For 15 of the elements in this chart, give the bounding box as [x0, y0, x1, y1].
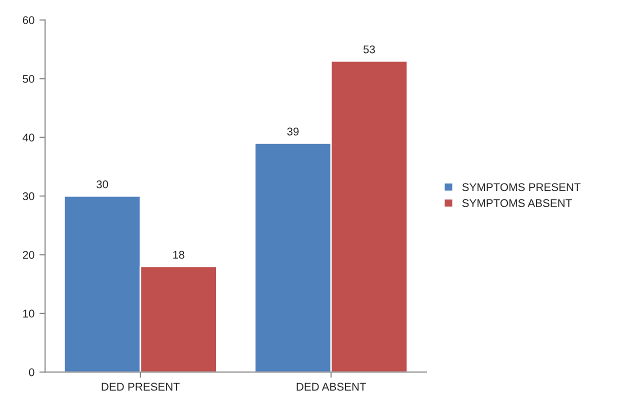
y-tick-label: 40 [22, 134, 34, 142]
x-tick-label: DED ABSENT [296, 382, 366, 391]
x-tick-label: DED PRESENT [102, 382, 180, 391]
y-tick-label: 50 [22, 74, 34, 83]
y-tick-label: 20 [22, 250, 34, 259]
y-tick-label: 60 [22, 16, 34, 24]
legend-label: SYMPTOMS ABSENT [462, 199, 572, 208]
y-tick-label: 10 [23, 310, 34, 318]
data-label: 30 [96, 180, 108, 188]
legend-label: SYMPTOMS PRESENT [462, 183, 581, 192]
y-tick-label: 0 [28, 368, 34, 376]
data-label: 39 [287, 128, 299, 136]
data-label: 18 [173, 250, 184, 259]
y-tick-label: 30 [22, 192, 34, 200]
data-label: 53 [363, 45, 375, 54]
